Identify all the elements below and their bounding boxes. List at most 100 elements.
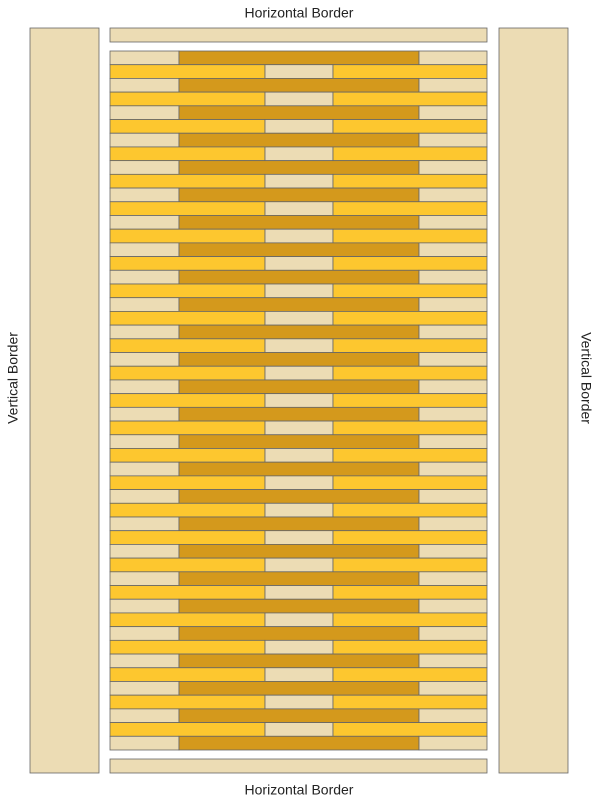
right-border bbox=[498, 27, 569, 774]
quilt-patch bbox=[109, 215, 180, 230]
quilt-patch bbox=[264, 256, 334, 271]
quilt-center bbox=[109, 50, 488, 751]
quilt-patch bbox=[418, 78, 488, 93]
quilt-patch bbox=[418, 105, 488, 120]
quilt-patch bbox=[109, 119, 266, 134]
quilt-patch bbox=[264, 201, 334, 216]
quilt-patch bbox=[418, 544, 488, 559]
quilt-patch bbox=[109, 146, 266, 162]
quilt-patch bbox=[109, 201, 266, 216]
quilt-patch bbox=[109, 269, 180, 285]
quilt-patch bbox=[332, 722, 488, 737]
quilt-patch bbox=[418, 242, 488, 257]
quilt-patch bbox=[109, 78, 180, 93]
quilt-patch bbox=[109, 256, 266, 271]
quilt-patch bbox=[264, 612, 334, 628]
quilt-patch bbox=[264, 228, 334, 244]
quilt-patch bbox=[109, 585, 266, 600]
quilt-patch bbox=[264, 173, 334, 189]
quilt-patch bbox=[178, 215, 420, 230]
left-border bbox=[29, 27, 100, 774]
quilt-patch bbox=[264, 146, 334, 162]
quilt-patch bbox=[109, 283, 266, 299]
quilt-patch bbox=[178, 681, 420, 696]
quilt-patch bbox=[332, 201, 488, 216]
right-label: Vertical Border bbox=[578, 332, 594, 424]
quilt-patch bbox=[418, 434, 488, 449]
quilt-patch bbox=[109, 653, 180, 669]
quilt-patch bbox=[178, 406, 420, 422]
quilt-patch bbox=[109, 708, 180, 723]
quilt-patch bbox=[178, 50, 420, 66]
quilt-patch bbox=[109, 735, 180, 751]
quilt-patch bbox=[178, 324, 420, 340]
quilt-patch bbox=[109, 91, 266, 107]
quilt-patch bbox=[264, 585, 334, 600]
quilt-patch bbox=[332, 448, 488, 463]
quilt-patch bbox=[418, 132, 488, 148]
quilt-patch bbox=[418, 352, 488, 367]
quilt-patch bbox=[178, 461, 420, 477]
quilt-patch bbox=[109, 502, 266, 518]
quilt-patch bbox=[332, 64, 488, 79]
quilt-patch bbox=[109, 461, 180, 477]
top-label: Horizontal Border bbox=[245, 5, 354, 21]
quilt-patch bbox=[332, 256, 488, 271]
quilt-patch bbox=[332, 585, 488, 600]
quilt-patch bbox=[418, 297, 488, 312]
quilt-patch bbox=[264, 311, 334, 326]
quilt-patch bbox=[332, 91, 488, 107]
quilt-patch bbox=[332, 146, 488, 162]
quilt-patch bbox=[264, 64, 334, 79]
quilt-patch bbox=[178, 544, 420, 559]
quilt-patch bbox=[178, 78, 420, 93]
quilt-patch bbox=[418, 50, 488, 66]
quilt-patch bbox=[418, 571, 488, 586]
quilt-patch bbox=[178, 379, 420, 395]
quilt-patch bbox=[264, 365, 334, 381]
quilt-patch bbox=[109, 311, 266, 326]
quilt-patch bbox=[109, 434, 180, 449]
quilt-patch bbox=[418, 626, 488, 641]
quilt-patch bbox=[178, 653, 420, 669]
quilt-patch bbox=[332, 228, 488, 244]
quilt-patch bbox=[109, 64, 266, 79]
quilt-patch bbox=[109, 530, 266, 545]
quilt-patch bbox=[178, 105, 420, 120]
quilt-patch bbox=[332, 667, 488, 682]
quilt-patch bbox=[109, 626, 180, 641]
quilt-patch bbox=[264, 420, 334, 436]
quilt-patch bbox=[418, 708, 488, 723]
quilt-patch bbox=[178, 708, 420, 723]
quilt-patch bbox=[264, 694, 334, 710]
quilt-patch bbox=[109, 324, 180, 340]
quilt-patch bbox=[178, 598, 420, 614]
quilt-patch bbox=[178, 352, 420, 367]
quilt-patch bbox=[264, 393, 334, 408]
quilt-patch bbox=[264, 338, 334, 353]
quilt-patch bbox=[332, 557, 488, 573]
quilt-patch bbox=[109, 406, 180, 422]
quilt-patch bbox=[418, 324, 488, 340]
quilt-patch bbox=[109, 639, 266, 655]
quilt-patch bbox=[332, 475, 488, 490]
quilt-patch bbox=[264, 91, 334, 107]
quilt-patch bbox=[109, 297, 180, 312]
quilt-patch bbox=[332, 365, 488, 381]
quilt-patch bbox=[178, 571, 420, 586]
quilt-patch bbox=[418, 681, 488, 696]
quilt-patch bbox=[109, 598, 180, 614]
quilt-patch bbox=[264, 475, 334, 490]
quilt-patch bbox=[264, 283, 334, 299]
quilt-patch bbox=[109, 242, 180, 257]
quilt-patch bbox=[264, 448, 334, 463]
bottom-border bbox=[109, 758, 488, 774]
quilt-patch bbox=[109, 694, 266, 710]
quilt-patch bbox=[178, 297, 420, 312]
quilt-patch bbox=[264, 639, 334, 655]
quilt-patch bbox=[178, 489, 420, 504]
quilt-patch bbox=[332, 283, 488, 299]
quilt-patch bbox=[178, 626, 420, 641]
quilt-patch bbox=[418, 379, 488, 395]
quilt-patch bbox=[109, 338, 266, 353]
